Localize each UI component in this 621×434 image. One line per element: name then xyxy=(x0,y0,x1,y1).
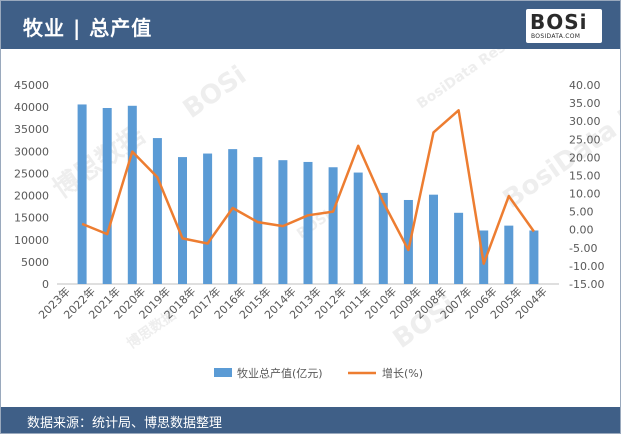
y-right-tick-label: 15.00 xyxy=(569,169,601,182)
bar xyxy=(203,153,213,284)
footer-bar: 数据来源：统计局、博思数据整理 xyxy=(1,407,620,433)
bar xyxy=(454,212,464,284)
y-left-tick-label: 25000 xyxy=(14,167,49,180)
bar xyxy=(152,138,162,284)
watermark-text: BosiData Research xyxy=(414,49,545,112)
bar xyxy=(77,104,87,284)
y-left-tick-label: 45000 xyxy=(14,79,49,92)
brand-logo-subtext: BOSIDATA.COM xyxy=(531,33,581,40)
y-right-tick-label: -15.00 xyxy=(569,278,604,291)
y-right-tick-label: 20.00 xyxy=(569,151,601,164)
bar xyxy=(328,167,338,284)
y-right-tick-label: 35.00 xyxy=(569,97,601,110)
legend-label-bar: 牧业总产值(亿元) xyxy=(237,366,323,380)
bar xyxy=(353,172,363,284)
bar xyxy=(403,199,413,284)
bar xyxy=(303,161,313,284)
bar xyxy=(378,192,388,284)
brand-logo-text: BOSi xyxy=(530,10,588,34)
y-left-tick-label: 30000 xyxy=(14,145,49,158)
bar xyxy=(429,194,438,284)
growth-line xyxy=(81,109,535,265)
bar xyxy=(127,105,137,284)
legend-label-line: 增长(%) xyxy=(382,366,423,380)
y-right-tick-label: 0.00 xyxy=(569,224,594,237)
y-right-tick-label: 40.00 xyxy=(569,79,601,92)
y-left-tick-label: 15000 xyxy=(14,212,49,225)
y-right-tick-label: 30.00 xyxy=(569,115,601,128)
data-source: 数据来源：统计局、博思数据整理 xyxy=(27,416,223,431)
bar xyxy=(228,149,238,284)
y-left-tick-label: 5000 xyxy=(21,256,49,269)
y-left-tick-label: 35000 xyxy=(14,123,49,136)
bar xyxy=(529,230,539,284)
watermark-text: BOSi xyxy=(178,60,252,124)
y-right-tick-label: 10.00 xyxy=(569,188,601,201)
page-title: 牧业 | 总产值 xyxy=(23,16,153,40)
y-right-tick-label: -10.00 xyxy=(569,260,604,273)
y-left-tick-label: 20000 xyxy=(14,190,49,203)
bar xyxy=(253,157,263,284)
y-left-tick-label: 10000 xyxy=(14,234,49,247)
watermark-text: BosiData Research xyxy=(498,49,620,215)
y-right-tick-label: 25.00 xyxy=(569,133,601,146)
bar xyxy=(178,157,187,284)
brand-logo: BOSi BOSIDATA.COM xyxy=(526,9,602,43)
legend-swatch-bar xyxy=(214,368,232,377)
y-right-tick-label: -5.00 xyxy=(569,242,597,255)
bar xyxy=(278,160,288,284)
y-right-tick-label: 5.00 xyxy=(569,206,594,219)
bar xyxy=(102,107,112,284)
y-left-tick-label: 40000 xyxy=(14,101,49,114)
header-bar: 牧业 | 总产值 BOSi BOSIDATA.COM xyxy=(1,1,620,49)
y-left-tick-label: 0 xyxy=(42,278,49,291)
bar xyxy=(504,225,514,284)
